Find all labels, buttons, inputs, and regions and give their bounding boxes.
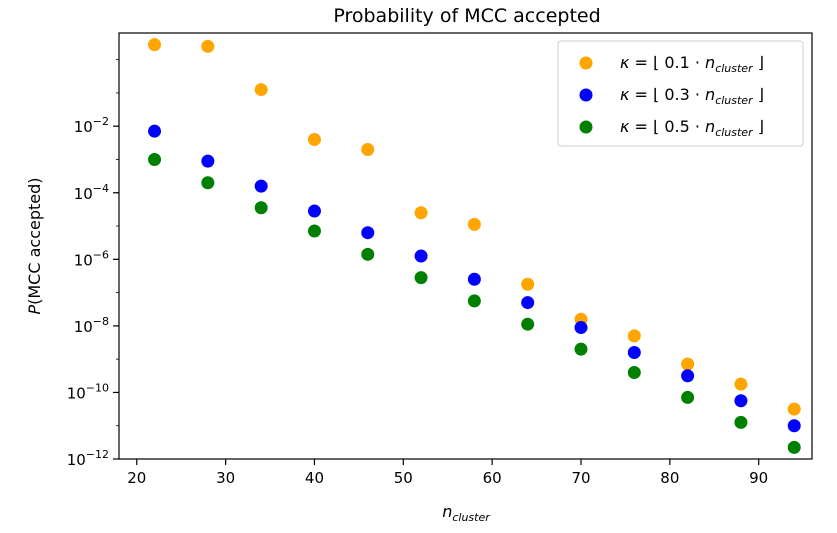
legend-floor-close: ⌋ [753,53,764,72]
y-tick-label-base: 10 [67,384,86,402]
data-point-series-1 [201,39,215,53]
data-point-series-3 [734,415,748,429]
x-tick-label: 40 [305,469,324,487]
data-point-series-3 [574,342,588,356]
data-point-series-3 [361,247,375,261]
data-point-series-1 [361,142,375,156]
legend: κ = ⌊ 0.1 · ncluster ⌋κ = ⌊ 0.3 · nclust… [557,40,804,147]
y-tick-label-exp: −6 [93,248,109,261]
y-tick-label: 10−8 [74,315,109,336]
y-tick-label-base: 10 [74,118,93,136]
data-point-series-2 [307,204,321,218]
y-tick-label: 10−2 [74,115,109,136]
legend-marker-series-1 [579,56,593,70]
y-tick-label-base: 10 [74,318,93,336]
legend-equation: = ⌊ 0.5 · [629,117,705,136]
data-point-series-2 [361,226,375,240]
legend-floor-close: ⌋ [753,117,764,136]
x-tick-label: 20 [127,469,146,487]
legend-marker-series-2 [579,88,593,102]
y-tick-label-exp: −8 [93,315,109,328]
y-tick-label-base: 10 [74,251,93,269]
x-axis-ticks: 20 30 40 50 60 70 80 90 [127,459,768,487]
data-point-series-3 [414,271,428,285]
data-point-series-3 [148,152,162,166]
data-point-series-1 [734,377,748,391]
y-axis-label-rest: (MCC accepted) [25,177,44,304]
x-tick-label: 60 [483,469,502,487]
legend-n: n [705,53,715,72]
data-point-series-1 [148,38,162,52]
data-point-series-3 [307,224,321,238]
data-point-series-2 [574,321,588,335]
y-axis-label-italic: P [25,305,44,315]
legend-subscript: cluster [715,62,754,75]
y-tick-label: 10−4 [74,182,109,203]
x-tick-label: 70 [571,469,590,487]
legend-subscript: cluster [715,126,754,139]
data-point-series-3 [254,201,268,215]
y-tick-label-exp: −2 [93,115,109,128]
legend-subscript: cluster [715,94,754,107]
legend-kappa: κ [620,53,630,72]
data-point-series-3 [681,390,695,404]
data-point-series-3 [787,440,801,454]
data-point-series-2 [148,124,162,138]
x-tick-label: 90 [749,469,768,487]
data-point-series-1 [254,83,268,97]
data-point-series-2 [201,154,215,168]
data-point-series-2 [254,179,268,193]
legend-box [557,40,804,147]
data-point-series-3 [201,176,215,190]
chart-title: Probability of MCC accepted [333,5,600,27]
legend-marker-series-3 [579,120,593,134]
x-axis-label-sub: cluster [452,511,491,524]
data-point-series-1 [521,277,535,291]
data-point-series-1 [787,402,801,416]
legend-label-series-3: κ = ⌊ 0.5 · ncluster ⌋ [620,117,764,139]
x-axis-label-base: n [442,502,452,521]
y-tick-label: 10−6 [74,248,109,269]
legend-label-series-2: κ = ⌊ 0.3 · ncluster ⌋ [620,85,764,107]
data-point-series-1 [627,329,641,343]
legend-equation: = ⌊ 0.3 · [629,85,705,104]
y-tick-label-exp: −12 [86,448,109,461]
legend-equation: = ⌊ 0.1 · [629,53,705,72]
x-tick-label: 30 [216,469,235,487]
y-tick-label-base: 10 [74,185,93,203]
data-point-series-2 [734,394,748,408]
y-tick-label-exp: −10 [86,381,109,394]
data-points [148,38,801,454]
legend-n: n [705,117,715,136]
data-point-series-1 [307,133,321,146]
y-tick-label-base: 10 [67,451,86,469]
data-point-series-2 [681,369,695,383]
data-point-series-2 [414,249,428,263]
data-point-series-2 [627,346,641,359]
legend-n: n [705,85,715,104]
y-tick-label: 10−12 [67,448,109,469]
data-point-series-1 [467,217,481,231]
legend-floor-close: ⌋ [753,85,764,104]
data-point-series-3 [627,365,641,379]
data-point-series-1 [681,357,695,371]
legend-label-series-1: κ = ⌊ 0.1 · ncluster ⌋ [620,53,764,75]
x-axis-label: ncluster [442,502,491,524]
y-tick-label-exp: −4 [93,182,109,195]
legend-kappa: κ [620,85,630,104]
data-point-series-2 [467,272,481,286]
y-tick-label: 10−10 [67,381,109,402]
data-point-series-2 [787,419,801,433]
x-tick-label: 50 [394,469,413,487]
data-point-series-3 [467,294,481,308]
data-point-series-3 [521,317,535,331]
y-axis-label: P(MCC accepted) [25,177,44,314]
x-tick-label: 80 [660,469,679,487]
legend-kappa: κ [620,117,630,136]
data-point-series-2 [521,296,535,310]
data-point-series-1 [414,206,428,220]
